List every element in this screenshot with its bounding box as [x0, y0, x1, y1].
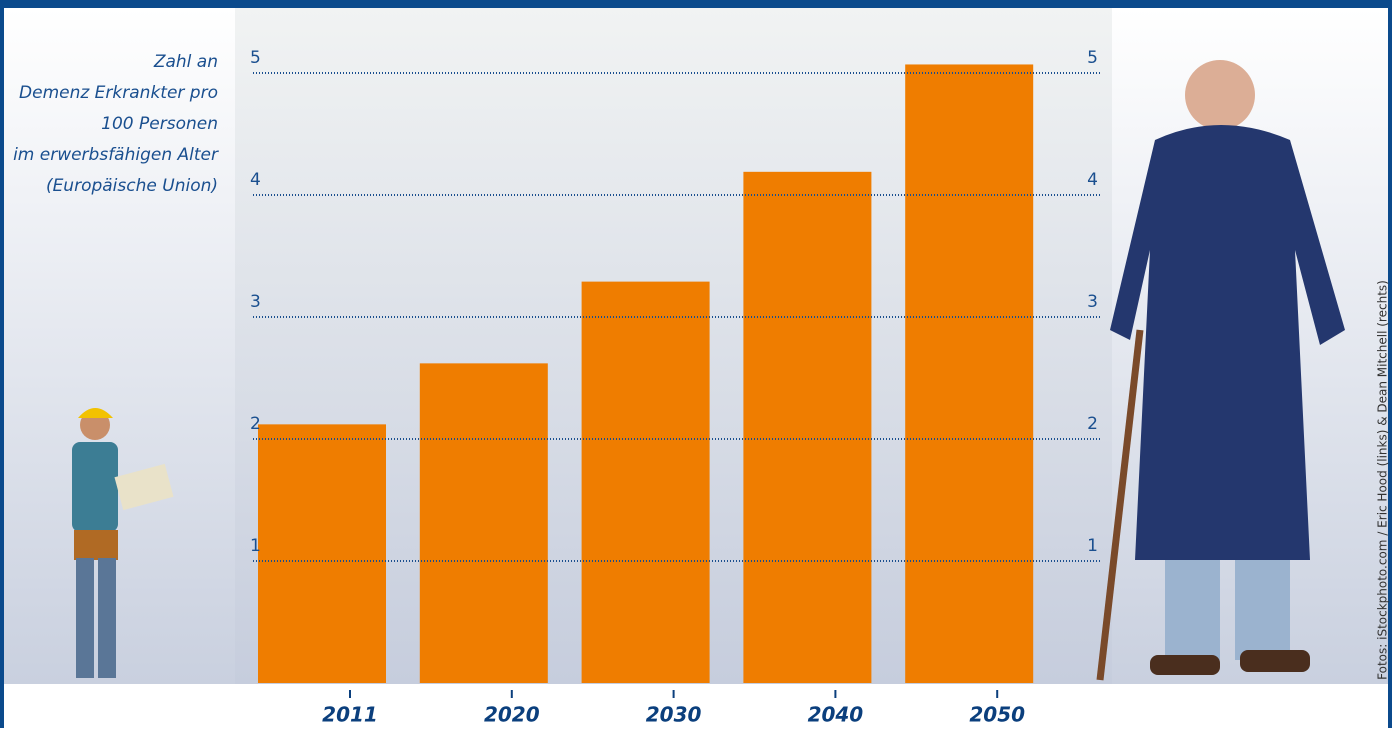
bar	[258, 424, 386, 683]
y-tick-label: 4	[250, 170, 261, 190]
bar	[743, 172, 871, 683]
y-tick-label-right: 1	[1087, 536, 1098, 556]
bar	[905, 64, 1033, 683]
x-tick-label: 2040	[808, 703, 864, 727]
x-tick-label: 2011	[322, 703, 378, 727]
x-tick-label: 2020	[484, 703, 540, 727]
y-axis-label: im erwerbsfähigen Alter	[13, 145, 219, 165]
y-tick-label-right: 4	[1087, 170, 1098, 190]
y-tick-label-right: 2	[1087, 414, 1098, 434]
y-axis-label: 100 Personen	[101, 114, 218, 134]
y-axis-label: Demenz Erkrankter pro	[19, 83, 218, 103]
y-tick-label: 2	[250, 414, 261, 434]
frame-left	[0, 0, 4, 728]
x-tick-label: 2050	[969, 703, 1025, 727]
y-tick-label: 1	[250, 536, 261, 556]
y-axis-label: Zahl an	[153, 52, 218, 72]
bar	[420, 363, 548, 683]
chart: Fotos: iStockphoto.com / Eric Hood (link…	[0, 0, 1392, 728]
top-bar	[0, 0, 1392, 8]
photo-credit: Fotos: iStockphoto.com / Eric Hood (link…	[1376, 280, 1390, 680]
y-tick-label: 5	[250, 48, 261, 68]
y-tick-label-right: 5	[1087, 48, 1098, 68]
x-tick-label: 2030	[646, 703, 702, 727]
y-tick-label-right: 3	[1087, 292, 1098, 312]
y-axis-label: (Europäische Union)	[46, 176, 218, 196]
bar	[582, 282, 710, 683]
y-tick-label: 3	[250, 292, 261, 312]
